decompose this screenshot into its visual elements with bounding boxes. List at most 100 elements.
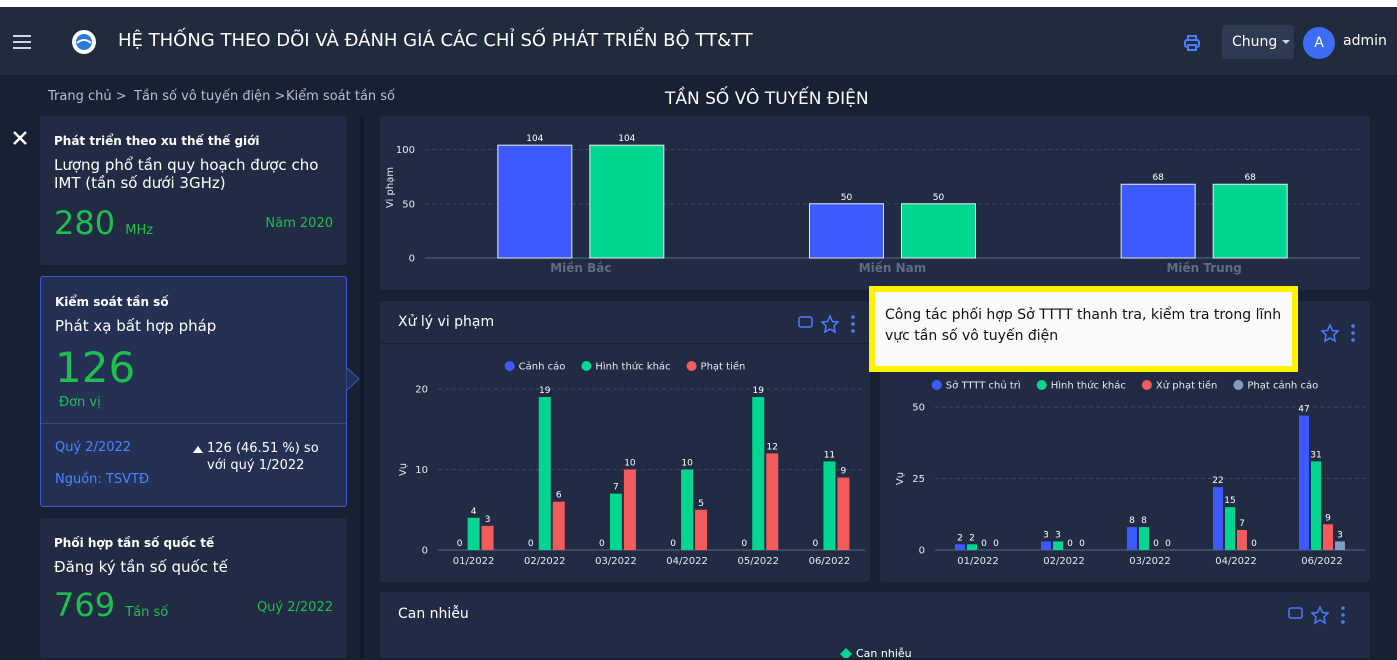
card-value: 280 MHz (54, 204, 153, 242)
bar (1335, 541, 1345, 550)
bar (766, 453, 779, 550)
panel-icons[interactable] (1288, 605, 1352, 625)
data-label: 12 (767, 442, 778, 452)
breadcrumb[interactable]: Trang chủ > (48, 89, 127, 104)
x-tick-label: 04/2022 (1215, 556, 1257, 567)
data-label: 0 (741, 539, 747, 549)
value: 280 (54, 204, 116, 242)
x-tick-label: 04/2022 (666, 556, 708, 567)
bar (538, 397, 551, 550)
legend-swatch (840, 648, 852, 658)
x-tick-label: Miền Nam (859, 261, 927, 275)
panel: 0 50 100 Vi phạm Miền Bắc 104 104 Miền Nam 50 50 M… (380, 116, 1370, 290)
bar (1120, 183, 1196, 259)
breadcrumb[interactable]: Tần số vô tuyến điện > (134, 89, 286, 104)
data-label: 4 (471, 507, 477, 517)
y-tick-label: 25 (912, 474, 925, 485)
card-unit: Đơn vị (59, 395, 101, 410)
legend-label: Phạt tiền (701, 361, 746, 373)
card-source: Nguồn: TSVTĐ (55, 472, 150, 487)
card-value: 126 (55, 343, 136, 392)
username[interactable]: admin (1343, 33, 1387, 49)
data-label: 0 (813, 539, 819, 549)
data-label: 6 (556, 491, 562, 501)
bar (1311, 461, 1321, 550)
x-tick-label: 03/2022 (1129, 556, 1171, 567)
divider (380, 343, 870, 344)
bar (1299, 415, 1309, 550)
close-icon[interactable] (12, 130, 28, 146)
legend-label: Xử phạt tiền (1156, 380, 1217, 392)
data-label: 19 (539, 386, 551, 396)
data-label: 0 (1251, 539, 1257, 549)
card-period: Quý 2/2022 (256, 600, 333, 615)
bar (552, 501, 565, 550)
bar (589, 144, 665, 259)
up-arrow (193, 446, 203, 453)
print-icon[interactable] (1183, 34, 1201, 52)
y-axis-label: Vi phạm (385, 167, 396, 208)
highlight-box: Công tác phối hợp Sở TTTT thanh tra, kiể… (869, 286, 1298, 372)
data-label: 3 (1043, 530, 1049, 540)
data-label: 0 (981, 539, 987, 549)
legend-label: Hình thức khác (1051, 380, 1126, 392)
data-label: 0 (1165, 539, 1171, 549)
card[interactable]: Phát triển theo xu thế thế giới Lượng ph… (40, 116, 347, 265)
bar (1139, 527, 1149, 550)
panel-icons[interactable] (1298, 323, 1362, 343)
scrollbar[interactable] (360, 116, 364, 658)
bar (967, 544, 977, 550)
dropdown[interactable]: Chung (1222, 25, 1294, 59)
card-group: Phối hợp tần số quốc tế (54, 536, 215, 550)
page-title: TẦN SỐ VÔ TUYẾN ĐIỆN (665, 89, 869, 109)
bar (1212, 183, 1288, 259)
data-label: 0 (457, 539, 463, 549)
x-tick-label: 03/2022 (595, 556, 637, 567)
x-tick-label: 01/2022 (453, 556, 495, 567)
data-label: 10 (681, 459, 693, 469)
panel-icons[interactable] (798, 314, 862, 334)
bar (1237, 529, 1247, 550)
data-label: 11 (824, 450, 835, 460)
y-tick-label: 0 (409, 254, 415, 265)
panel-title: Can nhiễu (398, 606, 469, 622)
x-tick-label: 06/2022 (1301, 556, 1343, 567)
menu-icon[interactable] (13, 34, 31, 50)
legend-swatch (931, 380, 942, 390)
card-active[interactable]: Kiểm soát tần số Phát xạ bất hợp pháp 12… (40, 276, 347, 507)
data-label: 2 (969, 533, 975, 543)
data-label: 0 (670, 539, 676, 549)
x-tick-label: Miền Bắc (550, 261, 611, 275)
legend-swatch (686, 361, 697, 371)
data-label: 9 (841, 467, 847, 477)
legend: Cảnh cáo Hình thức khác Phạt tiền (504, 361, 746, 373)
data-label: 19 (753, 386, 765, 396)
data-label: 0 (528, 539, 534, 549)
data-label: 10 (624, 459, 636, 469)
data-label: 22 (1212, 476, 1223, 486)
bar (623, 469, 636, 550)
y-tick-label: 20 (415, 385, 428, 396)
legend-label: Hình thức khác (595, 361, 670, 373)
data-label: 0 (1153, 539, 1159, 549)
card-indicator: Đăng ký tần số quốc tế (54, 558, 228, 576)
divider (41, 423, 346, 424)
avatar[interactable]: A (1303, 27, 1335, 59)
breadcrumb: Kiểm soát tần số (286, 89, 396, 104)
data-label: 104 (526, 134, 543, 144)
bar (609, 493, 622, 550)
card[interactable]: Phối hợp tần số quốc tế Đăng ký tần số q… (40, 518, 347, 658)
card-period: Quý 2/2022 (55, 440, 132, 455)
bar (752, 397, 765, 550)
data-label: 5 (698, 499, 704, 509)
panel: Can nhiễu Can nhiễu (380, 592, 1370, 660)
legend-swatch (1141, 380, 1152, 390)
bar (1041, 541, 1051, 550)
legend-label: Cảnh cáo (519, 361, 566, 373)
bar (695, 509, 708, 550)
legend-swatch (581, 361, 592, 371)
panel-title: Xử lý vi phạm (398, 314, 495, 330)
data-label: 0 (993, 539, 999, 549)
